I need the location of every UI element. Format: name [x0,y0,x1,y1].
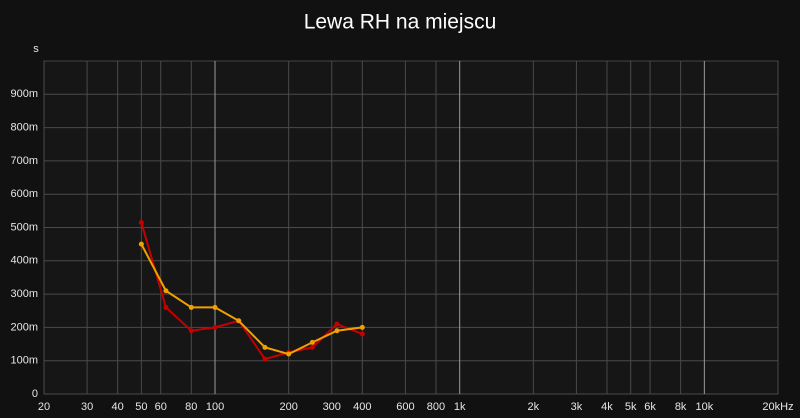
data-point [309,344,315,350]
y-tick-label: 300m [10,288,38,300]
series-line [140,243,363,356]
x-tick-label: 10k [695,401,713,413]
data-point [188,328,194,334]
x-tick-label: 300 [323,401,341,413]
x-tick-label: 80 [185,401,197,413]
y-tick-label: 400m [10,255,38,267]
x-tick-label: 100 [206,401,224,413]
y-tick-label: 600m [10,188,38,200]
data-point [334,321,340,327]
x-tick-label: 800 [427,401,445,413]
data-point [309,339,315,345]
x-tick-label: 5k [625,401,637,413]
y-tick-label: 100m [10,355,38,367]
x-tick-label: 30 [81,401,93,413]
x-tick-label: 20kHz [762,401,793,413]
data-point [138,241,144,247]
data-point [236,318,242,324]
data-point [163,288,169,294]
x-tick-label: 20 [38,401,50,413]
data-point [212,324,218,330]
x-tick-label: 4k [601,401,613,413]
data-point [286,351,292,357]
y-tick-label: 700m [10,155,38,167]
y-tick-label: 500m [10,221,38,233]
data-point [359,324,365,330]
x-tick-label: 1k [454,401,466,413]
x-tick-label: 40 [112,401,124,413]
data-point [188,304,194,310]
data-point [262,356,268,362]
x-tick-label: 8k [675,401,687,413]
data-point [262,344,268,350]
chart-title: Lewa RH na miejscu [304,11,497,34]
y-axis-label: s [33,43,39,55]
y-tick-label: 0 [32,388,38,400]
y-tick-label: 200m [10,321,38,333]
y-tick-label: 800m [10,122,38,134]
x-tick-label: 200 [279,401,297,413]
data-point [359,331,365,337]
x-tick-label: 600 [396,401,414,413]
x-tick-label: 400 [353,401,371,413]
data-point [163,304,169,310]
data-point [334,328,340,334]
data-point [138,220,144,226]
x-tick-label: 3k [571,401,583,413]
x-tick-label: 6k [644,401,656,413]
y-tick-label: 900m [10,88,38,100]
data-point [212,304,218,310]
x-tick-label: 50 [135,401,147,413]
x-tick-label: 60 [155,401,167,413]
x-tick-label: 2k [528,401,540,413]
